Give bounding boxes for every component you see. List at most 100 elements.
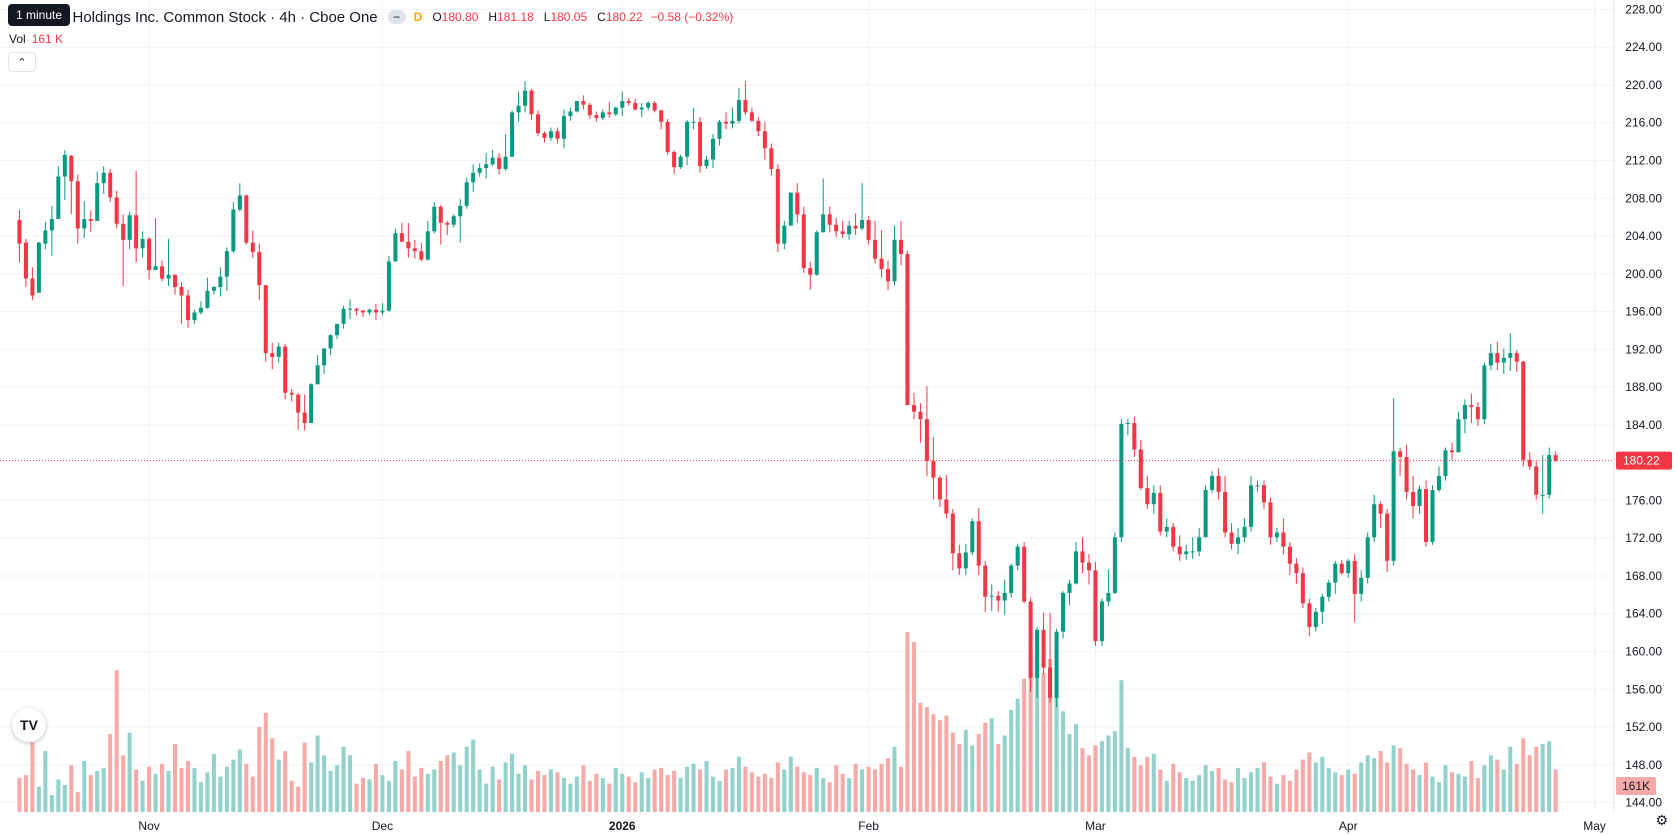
last-volume-label: 161K <box>1622 779 1650 793</box>
time-tick-label: Nov <box>138 819 159 833</box>
candle-body <box>458 205 463 217</box>
candle-body <box>1086 562 1091 571</box>
volume-bar <box>847 777 852 812</box>
candle-body <box>860 219 865 229</box>
symbol-title[interactable]: g Holdings Inc. Common Stock · 4h · Cboe… <box>60 8 378 26</box>
volume-bar <box>1177 772 1182 812</box>
candle-body <box>879 258 884 270</box>
time-tick-label: Feb <box>858 819 879 833</box>
volume-bar <box>432 769 437 812</box>
candle-body <box>1268 502 1273 538</box>
candle-body <box>983 565 988 597</box>
candle-body <box>1138 449 1143 489</box>
volume-bar <box>198 782 203 812</box>
candle-body <box>866 219 871 240</box>
price-axis[interactable]: 228.00 224.00 220.00 216.00 212.00 208.00 204.… <box>1625 2 1662 809</box>
volume-bar <box>1495 759 1500 812</box>
close-label: C <box>597 10 606 24</box>
gear-icon[interactable]: ⚙ <box>1655 812 1668 828</box>
volume-bar <box>808 775 813 812</box>
candle-body <box>1099 601 1104 642</box>
candle-body <box>23 242 28 279</box>
volume-bar <box>892 746 897 812</box>
candle-body <box>1398 451 1403 457</box>
price-tick-label: 228.00 <box>1625 2 1662 16</box>
volume-bar <box>1482 765 1487 812</box>
volume-bar <box>425 773 430 812</box>
tradingview-logo[interactable]: TV <box>12 708 46 742</box>
low-label: L <box>543 10 551 24</box>
volume-bar <box>574 776 579 812</box>
volume-bar <box>717 780 722 812</box>
volume-bar <box>1080 748 1085 812</box>
candle-body <box>821 214 826 233</box>
collapse-legend-button[interactable]: ⌃ <box>8 52 36 72</box>
candle-body <box>1009 565 1014 593</box>
volume-bar <box>976 734 981 812</box>
candle-body <box>1158 492 1163 532</box>
candle-body <box>723 121 728 124</box>
volume-bar <box>665 775 670 812</box>
candle-body <box>568 111 573 117</box>
volume-bar <box>497 779 502 812</box>
volume-bar <box>1521 738 1526 812</box>
candle-body <box>1281 532 1286 547</box>
candle-body <box>548 131 553 138</box>
volume-bar <box>860 769 865 812</box>
candle-body <box>898 239 903 254</box>
candle-body <box>639 107 644 110</box>
candle-body <box>1223 491 1228 533</box>
candle-body <box>56 176 61 220</box>
candle-body <box>218 276 223 288</box>
candle-body <box>963 552 968 569</box>
candle-body <box>1216 475 1221 492</box>
candle-body <box>756 120 761 132</box>
price-tick-label: 216.00 <box>1625 116 1662 130</box>
volume-bar <box>840 773 845 812</box>
price-tick-label: 196.00 <box>1625 305 1662 319</box>
minus-icon[interactable]: − <box>387 10 406 24</box>
volume-bar <box>1553 769 1558 812</box>
volume-bar <box>607 783 612 812</box>
volume-legend: Vol 161 K <box>9 32 63 46</box>
volume-bar <box>322 755 327 812</box>
time-axis[interactable]: Nov Dec 2026 Feb Mar Apr May <box>138 819 1605 833</box>
volume-bar <box>626 776 631 812</box>
candle-body <box>1287 546 1292 564</box>
candle-body <box>905 253 910 406</box>
volume-bar <box>1488 755 1493 812</box>
candle-body <box>1320 596 1325 612</box>
volume-bar <box>672 770 677 812</box>
volume-bar <box>1048 658 1053 812</box>
volume-bar <box>62 785 67 812</box>
volume-bar <box>134 769 139 812</box>
candle-body <box>412 248 417 252</box>
candle-body <box>1462 405 1467 420</box>
candle-body <box>1184 551 1189 555</box>
volume-bar <box>464 746 469 812</box>
candle-body <box>782 225 787 244</box>
candle-body <box>484 164 489 169</box>
candle-body <box>1475 406 1480 420</box>
candle-body <box>198 307 203 313</box>
candle-body <box>976 521 981 566</box>
candle-body <box>477 168 482 173</box>
volume-bar <box>1002 735 1007 812</box>
candle-body <box>1106 592 1111 602</box>
volume-bar <box>698 769 703 812</box>
volume-bar <box>937 719 942 812</box>
time-tick-label: Apr <box>1339 819 1358 833</box>
candle-body <box>613 107 618 115</box>
time-tick-label: May <box>1583 819 1606 833</box>
volume-bar <box>1391 745 1396 812</box>
candle-body <box>75 181 80 229</box>
candle-body <box>1443 450 1448 476</box>
candle-body <box>1378 504 1383 514</box>
candle-body <box>263 285 268 354</box>
candle-body <box>1203 490 1208 538</box>
volume-bar <box>1475 777 1480 812</box>
volume-bar <box>555 772 560 812</box>
last-price-label: 180.22 <box>1623 454 1660 468</box>
chart-grid <box>0 0 1614 812</box>
